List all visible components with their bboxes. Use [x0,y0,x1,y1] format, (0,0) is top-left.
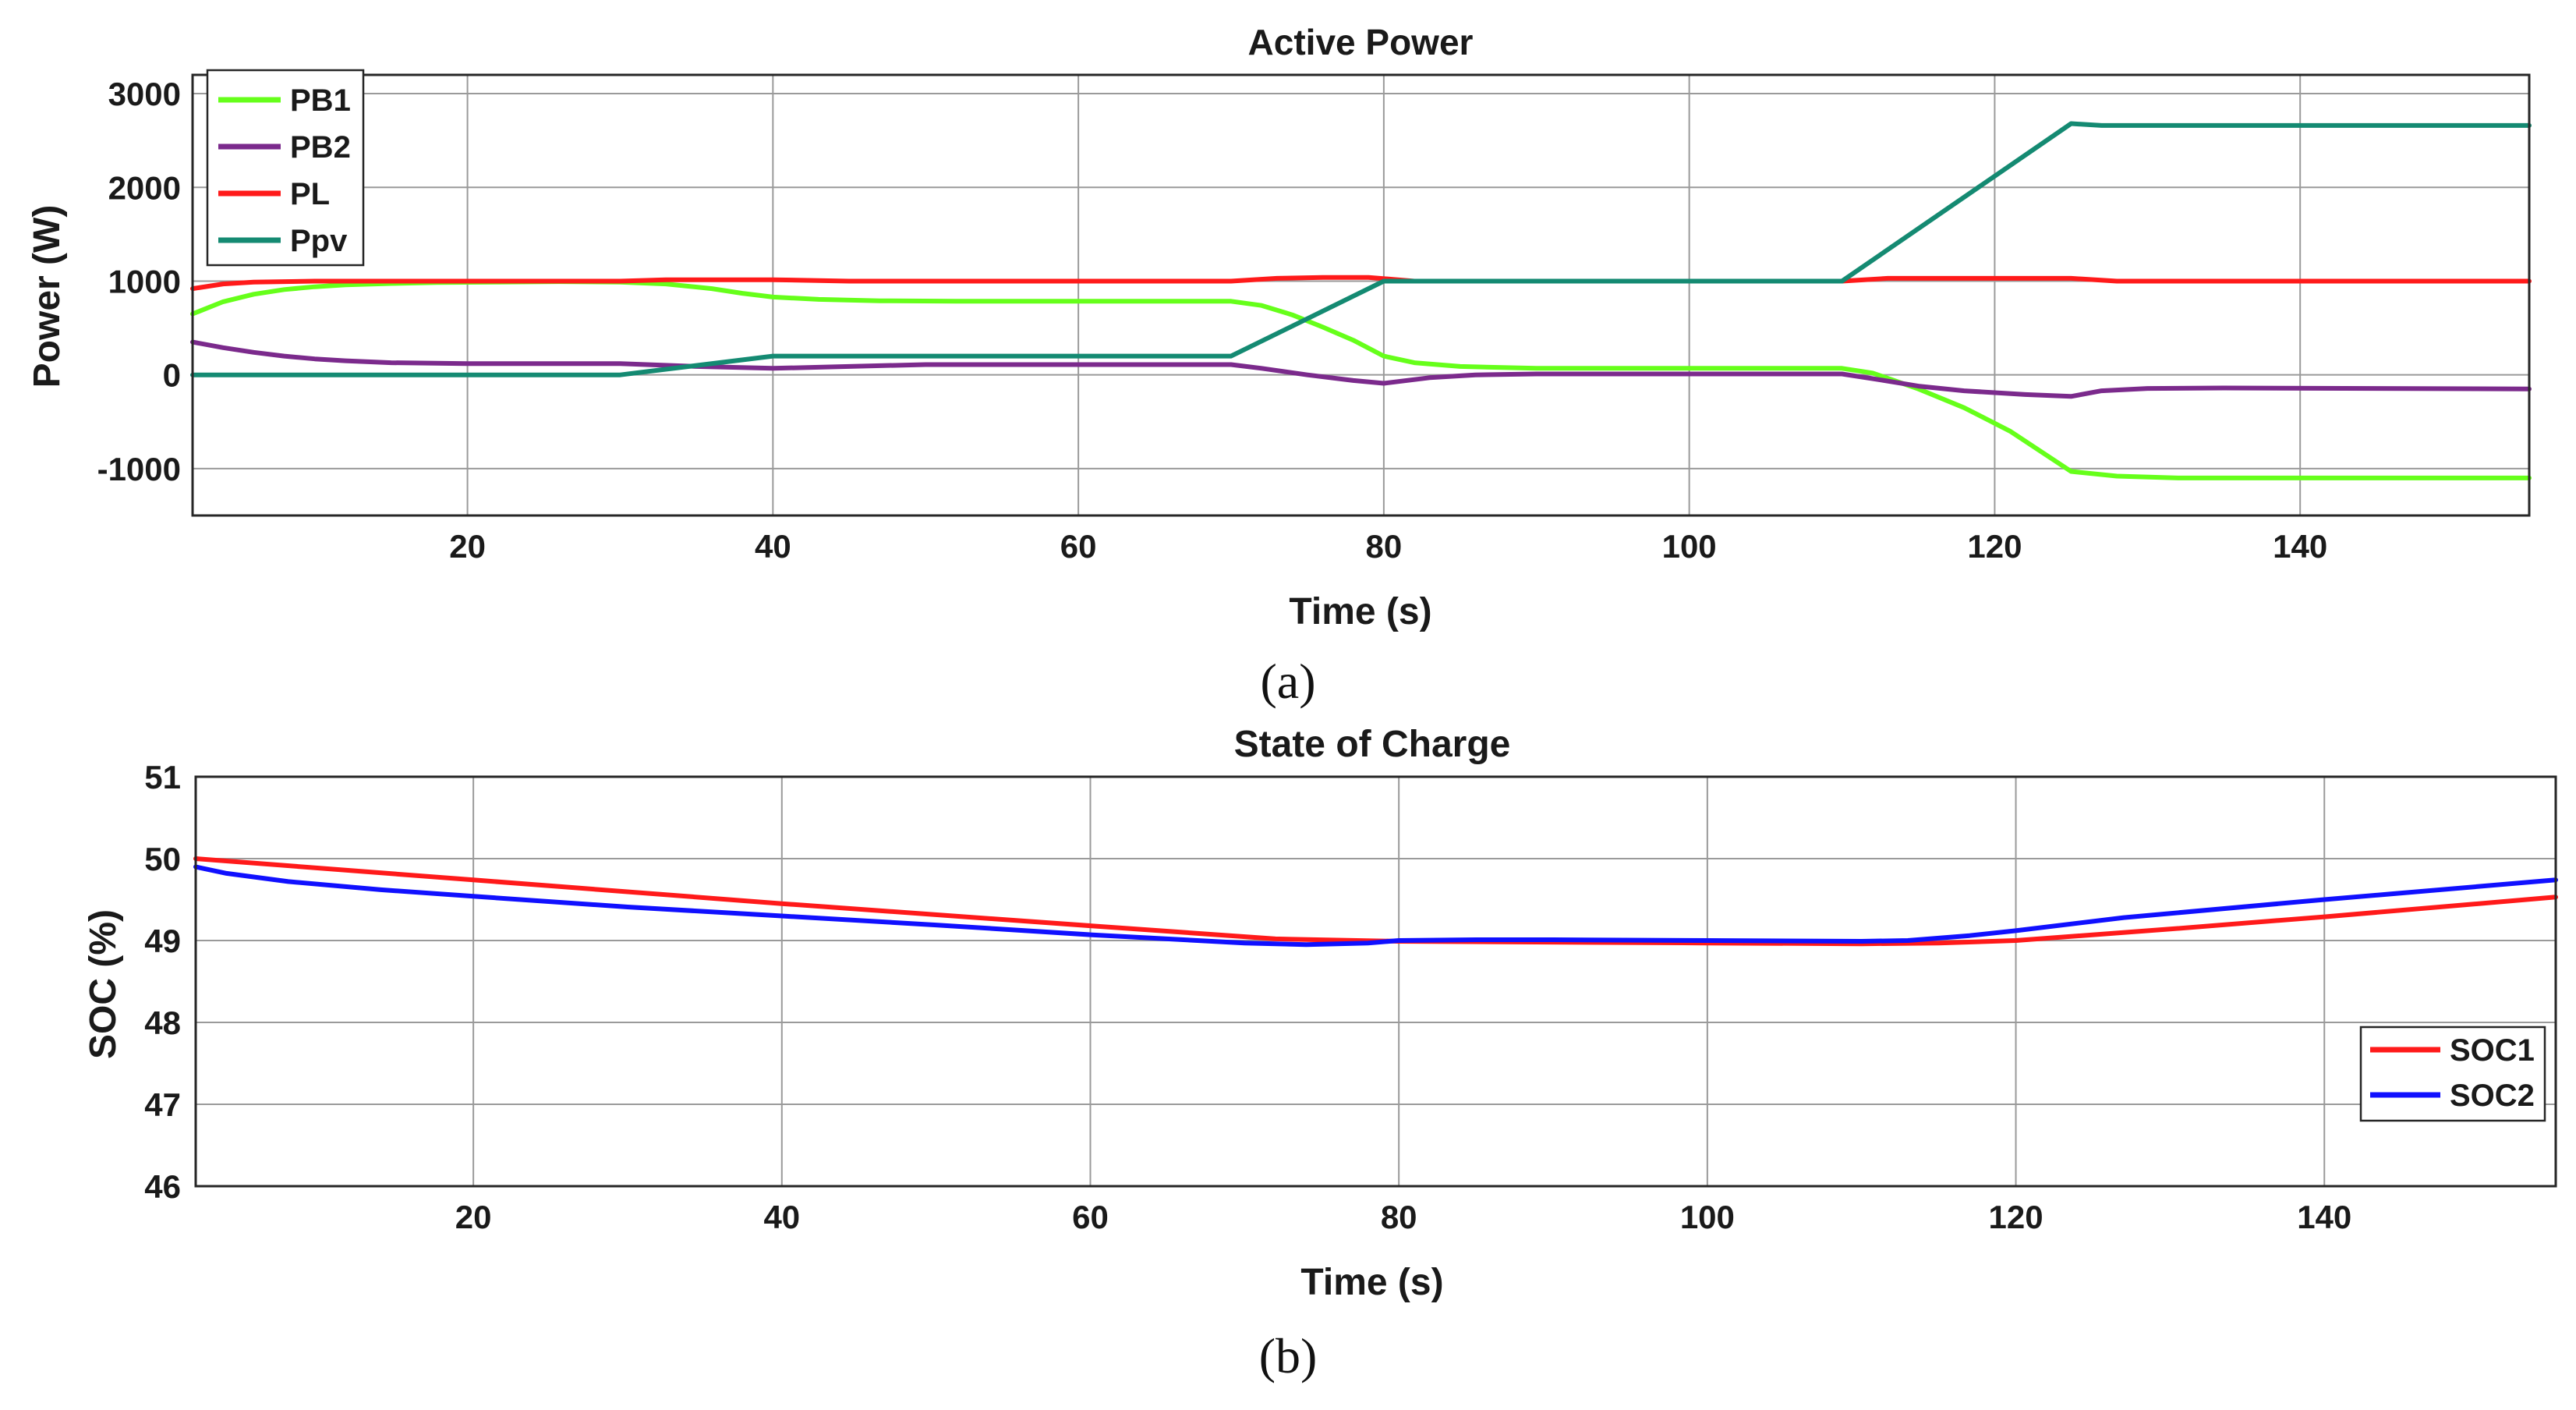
x-tick-label: 80 [1381,1199,1417,1235]
legend-label-ppv: Ppv [290,224,348,258]
series-lines [190,121,2532,480]
x-tick-label: 60 [1060,528,1097,565]
x-tick-label: 60 [1072,1199,1109,1235]
series-line-soc2 [193,864,2558,948]
x-tick-label: 100 [1662,528,1717,565]
x-tick-label: 120 [1967,528,2022,565]
x-tick-label: 20 [455,1199,492,1235]
legend-label-soc1: SOC1 [2450,1033,2535,1068]
y-tick-label: 48 [144,1004,181,1041]
x-tick-label: 20 [449,528,486,565]
series-line-soc1 [193,856,2558,947]
x-tick-label: 140 [2273,528,2327,565]
series-line-pl [190,275,2532,292]
y-tick-label: 47 [144,1086,181,1123]
active-power-chart: Active Power 20 40 60 80 100 120 140 -1000 0 100… [27,22,2532,709]
y-tick-label: 2000 [108,169,181,206]
y-axis-label: SOC (%) [83,909,124,1059]
y-tick-labels: -1000 0 1000 2000 3000 [97,76,181,487]
x-tick-label: 40 [763,1199,800,1235]
legend-label-soc2: SOC2 [2450,1079,2535,1113]
legend-label-pb1: PB1 [290,83,351,118]
legend: SOC1 SOC2 [2359,1026,2546,1122]
legend-label-pl: PL [290,177,330,211]
y-tick-label: -1000 [97,451,181,487]
x-tick-label: 140 [2297,1199,2351,1235]
y-tick-label: 46 [144,1168,181,1205]
y-tick-label: 50 [144,841,181,877]
x-axis-label: Time (s) [1289,591,1431,632]
x-tick-labels: 20 40 60 80 100 120 140 [449,528,2327,565]
legend-box [206,69,365,267]
x-tick-label: 100 [1680,1199,1735,1235]
y-tick-label: 49 [144,923,181,959]
grid [193,75,2529,515]
chart-title: Active Power [1248,22,1474,62]
y-tick-labels: 46 47 48 49 50 51 [144,759,181,1205]
x-tick-label: 40 [755,528,791,565]
y-tick-label: 1000 [108,263,181,299]
x-axis-label: Time (s) [1300,1262,1443,1303]
series-line-ppv [190,121,2532,377]
caption-b: (b) [1259,1328,1318,1383]
y-tick-label: 3000 [108,76,181,112]
chart-title: State of Charge [1234,724,1511,765]
plot-frame [194,775,2557,1188]
caption-a: (a) [1260,654,1315,709]
legend: PB1 PB2 PL Ppv [206,69,365,267]
y-axis-label: Power (W) [27,205,68,388]
series-line-pb2 [190,339,2532,399]
x-tick-label: 120 [1989,1199,2043,1235]
state-of-charge-chart: State of Charge 20 40 60 80 100 120 140 46 47 48… [83,724,2558,1383]
plot-frame [191,73,2531,517]
legend-label-pb2: PB2 [290,130,351,165]
y-tick-label: 51 [144,759,181,795]
series-lines [193,856,2558,948]
legend-box [2359,1026,2546,1122]
y-tick-label: 0 [163,357,181,394]
x-tick-label: 80 [1366,528,1403,565]
grid [196,776,2556,1187]
x-tick-labels: 20 40 60 80 100 120 140 [455,1199,2352,1235]
